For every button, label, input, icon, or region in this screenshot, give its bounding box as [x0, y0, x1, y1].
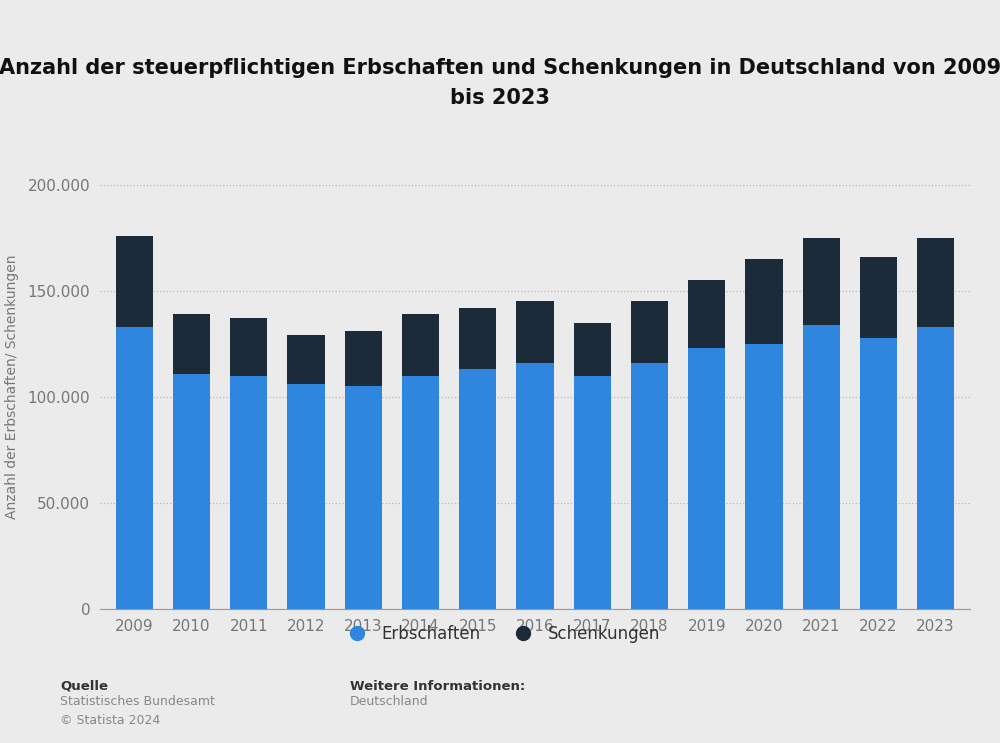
Bar	[287, 384, 325, 609]
Bar	[459, 308, 496, 369]
Bar	[917, 327, 954, 609]
Bar	[860, 257, 897, 337]
Bar	[402, 314, 439, 376]
Bar	[459, 369, 496, 609]
Bar	[230, 319, 267, 376]
Legend: Erbschaften, Schenkungen: Erbschaften, Schenkungen	[333, 618, 667, 649]
Text: Quelle: Quelle	[60, 680, 108, 692]
Bar	[402, 376, 439, 609]
Bar	[688, 280, 725, 348]
Bar	[173, 374, 210, 609]
Text: Anzahl der steuerpflichtigen Erbschaften und Schenkungen in Deutschland von 2009: Anzahl der steuerpflichtigen Erbschaften…	[0, 58, 1000, 108]
Bar	[116, 327, 153, 609]
Bar	[574, 376, 611, 609]
Bar	[631, 363, 668, 609]
Bar	[516, 302, 554, 363]
Bar	[345, 386, 382, 609]
Bar	[116, 236, 153, 327]
Text: Weitere Informationen:: Weitere Informationen:	[350, 680, 525, 692]
Bar	[230, 376, 267, 609]
Bar	[173, 314, 210, 374]
Bar	[803, 238, 840, 325]
Bar	[631, 302, 668, 363]
Text: Deutschland: Deutschland	[350, 695, 429, 707]
Bar	[287, 335, 325, 384]
Bar	[574, 322, 611, 376]
Bar	[745, 344, 783, 609]
Bar	[860, 337, 897, 609]
Bar	[688, 348, 725, 609]
Bar	[516, 363, 554, 609]
Bar	[745, 259, 783, 344]
Y-axis label: Anzahl der Erbschaften/ Schenkungen: Anzahl der Erbschaften/ Schenkungen	[5, 254, 19, 519]
Bar	[917, 238, 954, 327]
Text: Statistisches Bundesamt
© Statista 2024: Statistisches Bundesamt © Statista 2024	[60, 695, 215, 727]
Bar	[803, 325, 840, 609]
Bar	[345, 331, 382, 386]
